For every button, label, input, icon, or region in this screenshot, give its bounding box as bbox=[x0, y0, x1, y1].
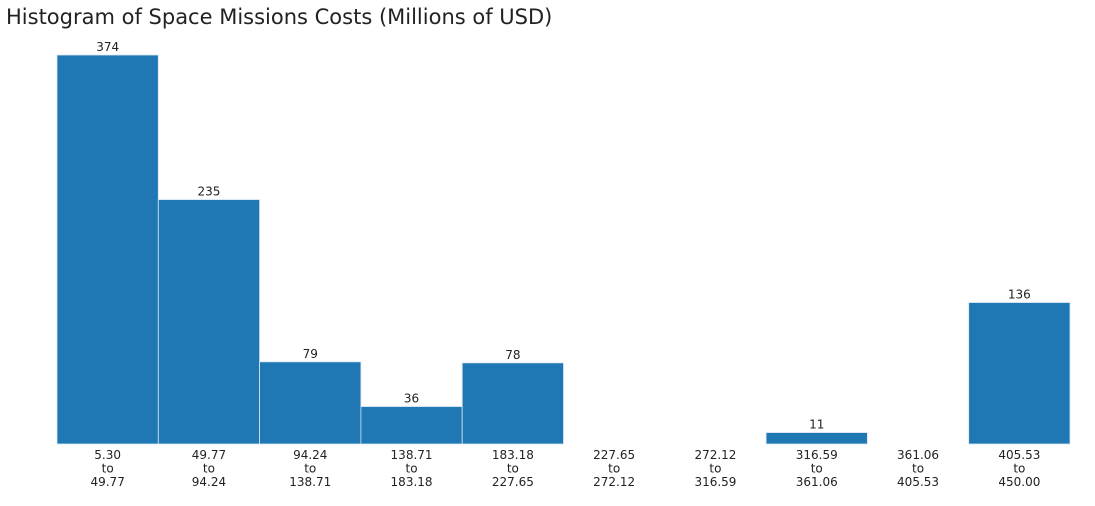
histogram-bar bbox=[56, 54, 159, 445]
histogram-bar bbox=[765, 432, 868, 445]
tick-label-start: 183.18 bbox=[492, 448, 534, 462]
histogram-bar bbox=[259, 361, 362, 445]
bar-value-label: 11 bbox=[809, 418, 824, 432]
tick-label-connector: to bbox=[102, 462, 114, 476]
tick-label-start: 94.24 bbox=[293, 448, 327, 462]
bar-value-label: 235 bbox=[197, 185, 220, 199]
histogram-bar bbox=[461, 362, 564, 445]
tick-label-connector: to bbox=[811, 462, 823, 476]
tick-label-connector: to bbox=[203, 462, 215, 476]
tick-label-start: 316.59 bbox=[796, 448, 838, 462]
tick-label-end: 450.00 bbox=[998, 475, 1040, 489]
tick-label-end: 272.12 bbox=[593, 475, 635, 489]
tick-label-start: 138.71 bbox=[391, 448, 433, 462]
bar-value-label: 36 bbox=[404, 392, 419, 406]
chart-title: Histogram of Space Missions Costs (Milli… bbox=[6, 5, 553, 29]
tick-label-start: 361.06 bbox=[897, 448, 939, 462]
histogram-bar bbox=[360, 406, 463, 445]
tick-label-connector: to bbox=[304, 462, 316, 476]
tick-label-start: 405.53 bbox=[998, 448, 1040, 462]
tick-label-end: 94.24 bbox=[192, 475, 226, 489]
tick-label-connector: to bbox=[507, 462, 519, 476]
histogram-bar bbox=[968, 302, 1071, 445]
bar-value-label: 136 bbox=[1008, 288, 1031, 302]
tick-label-end: 316.59 bbox=[694, 475, 736, 489]
tick-label-connector: to bbox=[608, 462, 620, 476]
tick-label-connector: to bbox=[1013, 462, 1025, 476]
tick-label-end: 138.71 bbox=[289, 475, 331, 489]
tick-label-start: 227.65 bbox=[593, 448, 635, 462]
tick-label-end: 183.18 bbox=[391, 475, 433, 489]
histogram-bar bbox=[157, 199, 261, 445]
tick-label-start: 5.30 bbox=[94, 448, 121, 462]
bar-value-label: 78 bbox=[505, 348, 520, 362]
tick-label-end: 405.53 bbox=[897, 475, 939, 489]
tick-label-end: 49.77 bbox=[90, 475, 124, 489]
tick-label-connector: to bbox=[406, 462, 418, 476]
tick-label-end: 361.06 bbox=[796, 475, 838, 489]
tick-label-start: 272.12 bbox=[694, 448, 736, 462]
tick-label-end: 227.65 bbox=[492, 475, 534, 489]
tick-label-start: 49.77 bbox=[192, 448, 226, 462]
tick-label-connector: to bbox=[709, 462, 721, 476]
bar-value-label: 374 bbox=[96, 40, 119, 54]
bar-value-labels: 374 235 79 36 78 11 136 bbox=[96, 40, 1031, 432]
tick-label-connector: to bbox=[912, 462, 924, 476]
x-tick-labels: 5.30to49.7749.77to94.2494.24to138.71138.… bbox=[90, 448, 1040, 489]
bars-layer bbox=[56, 54, 1071, 445]
bar-value-label: 79 bbox=[303, 347, 318, 361]
